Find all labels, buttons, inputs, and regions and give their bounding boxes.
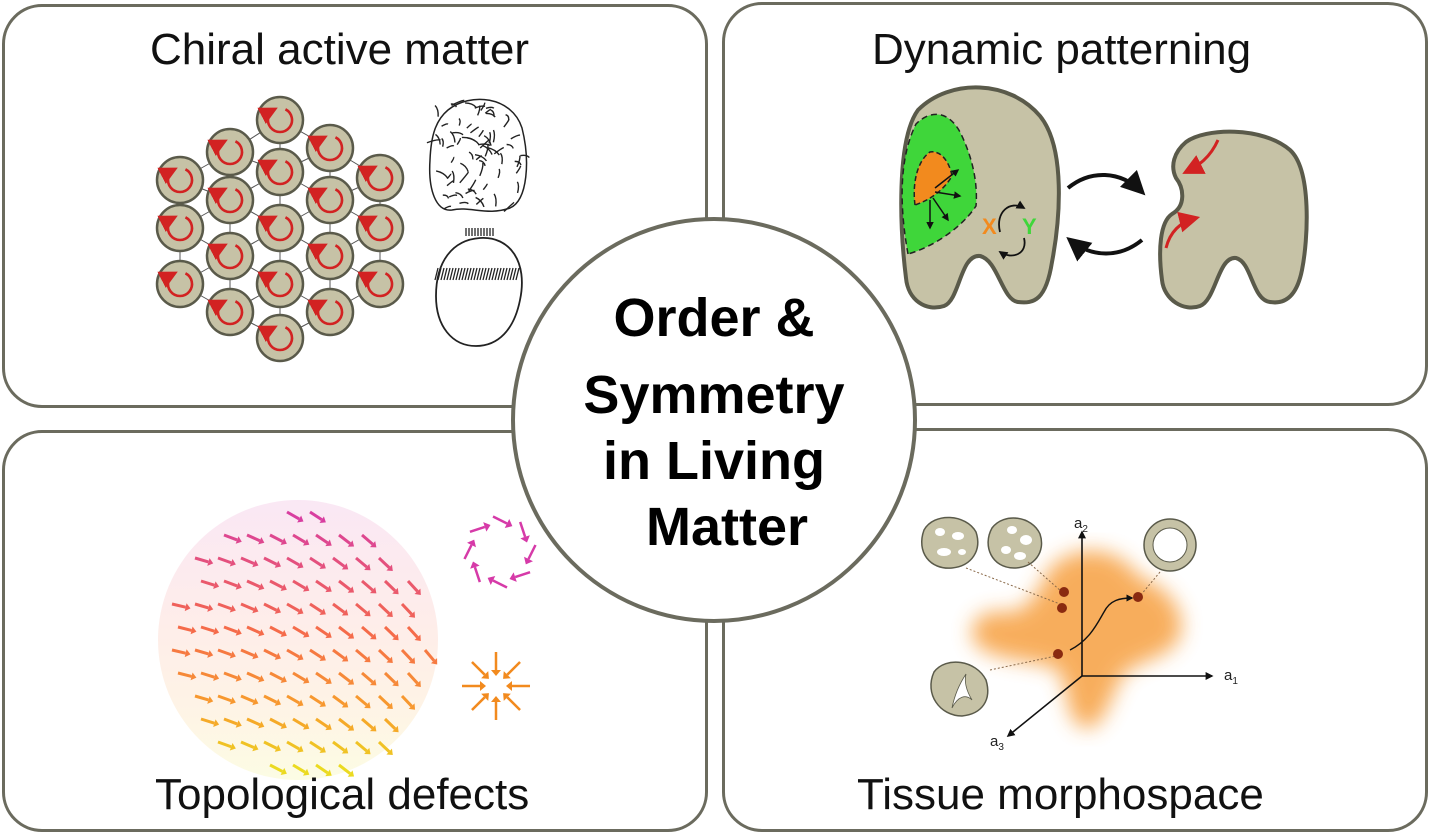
rotating-cell-icon <box>355 259 405 309</box>
morphospace-points <box>965 561 1161 671</box>
tissue-cross-sections <box>921 516 1197 717</box>
center-title-line4: Matter <box>645 497 809 557</box>
morphospace-blob <box>971 550 1182 729</box>
rotating-cell-icon <box>155 259 205 309</box>
center-title-line2: Symmetry <box>583 365 845 425</box>
ciliary-band-cell-icon <box>434 228 523 347</box>
cycle-arrows-icon <box>1066 169 1146 262</box>
axis-a2-label: a2 <box>1074 515 1088 535</box>
axis-a3-label: a3 <box>990 733 1004 753</box>
aster-defect-icon <box>462 652 530 720</box>
embryo-flow-icon <box>1158 129 1309 310</box>
rotating-cell-icon <box>355 153 405 203</box>
species-x-label: X <box>982 214 997 239</box>
rotating-cell-icon <box>305 231 355 281</box>
rotating-cell-icon <box>255 147 305 197</box>
axis-a1-label: a1 <box>1224 667 1238 687</box>
cell-lattice <box>155 95 405 363</box>
rotating-cell-icon <box>205 175 255 225</box>
rotating-cell-icon <box>305 287 355 337</box>
rotating-cell-icon <box>155 155 205 205</box>
sphere-vector-field-icon <box>158 500 438 780</box>
rotating-cell-icon <box>205 127 255 177</box>
panel-title-chiral-active-matter: Chiral active matter <box>150 25 530 74</box>
center-circle <box>511 217 917 623</box>
ciliated-cell-icon <box>426 98 530 213</box>
rotating-cell-icon <box>355 203 405 253</box>
rotating-cell-icon <box>205 287 255 337</box>
rotating-cell-icon <box>205 231 255 281</box>
panel-title-tissue-morphospace: Tissue morphospace <box>857 770 1264 819</box>
panel-title-dynamic-patterning: Dynamic patterning <box>872 25 1252 74</box>
panel-title-topological-defects: Topological defects <box>155 770 530 819</box>
rotating-cell-icon <box>255 259 305 309</box>
rotating-cell-icon <box>255 313 305 363</box>
rotating-cell-icon <box>255 203 305 253</box>
rotating-cell-icon <box>305 175 355 225</box>
center-title-line1: Order & <box>613 288 815 348</box>
rotating-cell-icon <box>155 203 205 253</box>
embryo-patterned-icon <box>899 85 1061 310</box>
center-title-line3: in Living <box>603 431 825 491</box>
rotating-cell-icon <box>255 95 305 145</box>
species-y-label: Y <box>1022 214 1037 239</box>
morphospace-axes <box>1006 530 1214 738</box>
vortex-defect-icon <box>463 515 537 589</box>
rotating-cell-icon <box>305 123 355 173</box>
